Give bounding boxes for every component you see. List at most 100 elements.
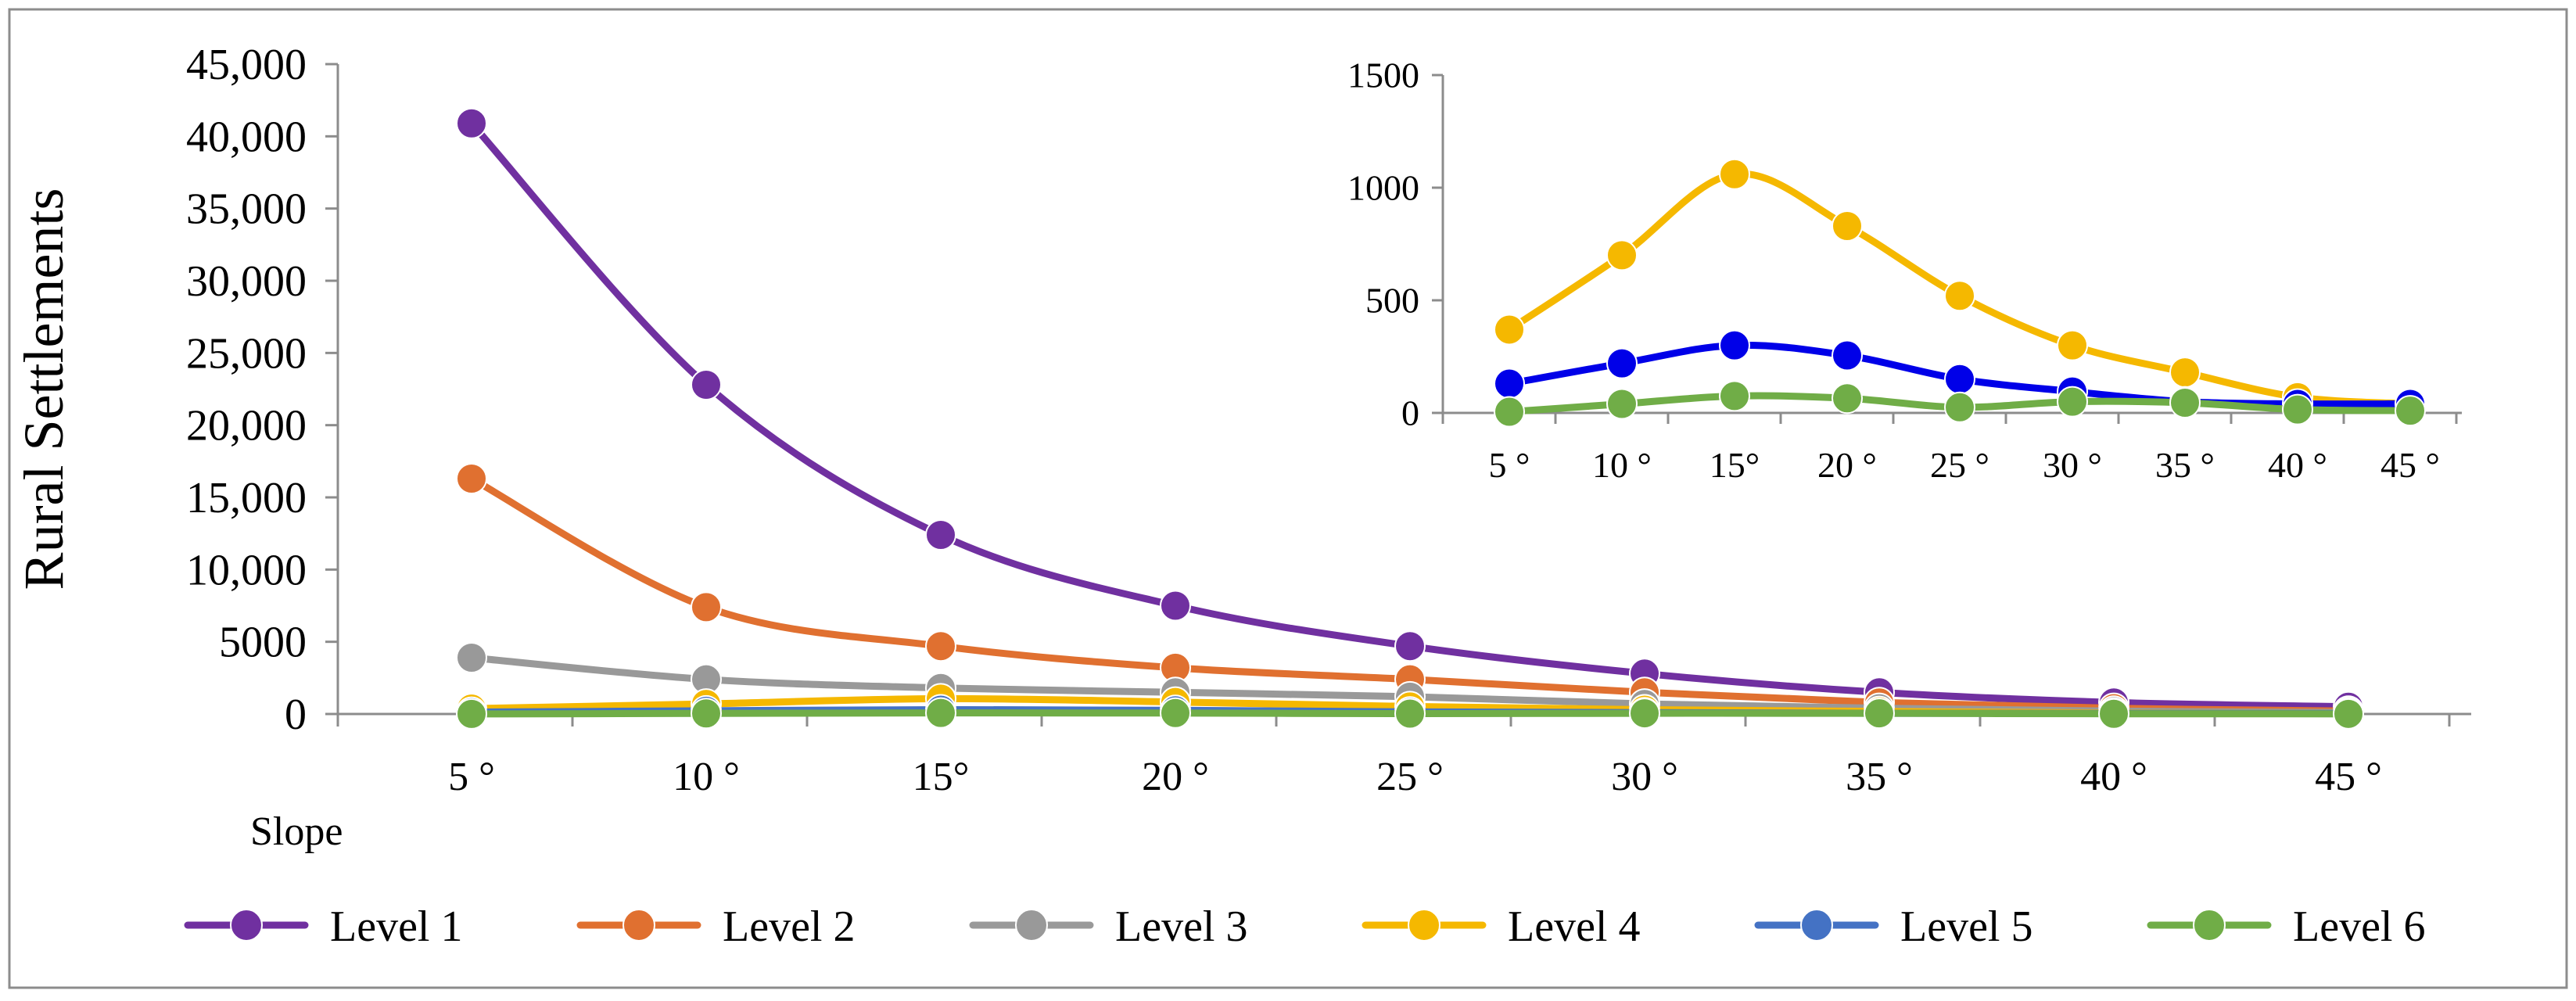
data-point	[1629, 698, 1660, 730]
data-point	[691, 591, 722, 623]
data-point	[691, 368, 722, 400]
legend-swatch-marker	[1408, 909, 1440, 942]
data-point	[1160, 590, 1191, 622]
data-point	[1606, 347, 1638, 379]
x-tick-label: 5 °	[1489, 445, 1530, 485]
x-tick-label: 10 °	[1592, 445, 1652, 485]
y-tick-label: 25,000	[186, 329, 307, 378]
data-point	[1944, 280, 1975, 312]
data-point	[1832, 382, 1863, 414]
data-point	[1864, 698, 1895, 730]
y-tick-label: 0	[285, 691, 307, 739]
chart-border	[8, 8, 2568, 989]
x-tick-label: 5 °	[448, 755, 495, 799]
data-point	[1494, 396, 1525, 428]
y-tick-label: 1500	[1347, 56, 1419, 95]
data-point	[1606, 239, 1638, 271]
data-point	[1494, 368, 1525, 400]
x-tick-label: 40 °	[2080, 755, 2147, 799]
data-point	[2057, 329, 2088, 361]
legend-swatch-marker	[1015, 909, 1048, 942]
y-tick-label: 35,000	[186, 185, 307, 234]
x-tick-label: 35 °	[1846, 755, 1913, 799]
data-point	[456, 641, 487, 673]
data-point	[456, 698, 487, 730]
y-tick-label: 20,000	[186, 402, 307, 450]
x-tick-label: 45 °	[2315, 755, 2382, 799]
y-tick-label: 1000	[1347, 168, 1419, 208]
x-tick-label: 20 °	[1142, 755, 1209, 799]
data-point	[2169, 357, 2201, 389]
y-tick-label: 500	[1365, 281, 1419, 321]
y-tick-label: 15,000	[186, 474, 307, 522]
legend-swatch-marker	[2193, 909, 2226, 942]
series-level-4	[1494, 158, 2426, 420]
y-tick-label: 0	[1401, 393, 1419, 433]
y-tick-label: 10,000	[186, 546, 307, 594]
y-tick-label: 40,000	[186, 113, 307, 161]
data-point	[1394, 630, 1426, 662]
x-tick-label: 30 °	[1611, 755, 1678, 799]
legend-label: Level 6	[2293, 902, 2425, 951]
data-point	[1719, 329, 1750, 361]
x-tick-label: 40 °	[2268, 445, 2327, 485]
data-point	[1944, 391, 1975, 423]
x-tick-label: 30 °	[2043, 445, 2102, 485]
data-point	[1606, 388, 1638, 420]
x-axis-title: Slope	[250, 809, 343, 854]
legend-swatch-marker	[230, 909, 263, 942]
y-axis-title: Rural Settlements	[13, 188, 75, 590]
data-point	[2098, 698, 2129, 730]
x-tick-label: 20 °	[1817, 445, 1877, 485]
data-point	[1719, 380, 1750, 412]
legend-label: Level 2	[723, 902, 855, 951]
series-line	[468, 120, 2352, 711]
series-level-1	[456, 107, 2364, 723]
legend-label: Level 4	[1508, 902, 1640, 951]
data-point	[925, 519, 956, 551]
data-point	[1494, 314, 1525, 346]
series-level-6	[456, 697, 2364, 730]
data-point	[1719, 158, 1750, 190]
y-tick-label: 5000	[219, 619, 307, 667]
data-point	[2169, 387, 2201, 419]
data-point	[456, 107, 487, 139]
legend-label: Level 3	[1115, 902, 1247, 951]
x-tick-label: 45 °	[2380, 445, 2440, 485]
x-tick-label: 25 °	[1376, 755, 1444, 799]
x-tick-label: 25 °	[1930, 445, 1989, 485]
data-point	[691, 698, 722, 730]
inset-chart: 0 500 1000 1500 5 ° 10 ° 15° 20 ° 25 ° 30 ° 35 ° 40…	[1347, 56, 2462, 485]
legend-swatch-marker	[622, 909, 655, 942]
legend-item: Level 2	[576, 902, 855, 951]
legend-item: Level 6	[2147, 902, 2425, 951]
y-tick-label: 30,000	[186, 257, 307, 306]
data-point	[456, 462, 487, 494]
data-point	[2057, 386, 2088, 418]
legend-item: Level 5	[1754, 902, 2032, 951]
legend-label: Level 1	[330, 902, 462, 951]
data-point	[2395, 395, 2426, 427]
data-point	[925, 697, 956, 729]
legend-item: Level 1	[184, 902, 462, 951]
x-tick-label: 15°	[1710, 445, 1760, 485]
data-point	[1160, 697, 1191, 729]
x-tick-label: 35 °	[2155, 445, 2215, 485]
x-tick-label: 15°	[913, 755, 970, 799]
legend-item: Level 4	[1362, 902, 1640, 951]
legend-label: Level 5	[1900, 902, 2032, 951]
legend-item: Level 3	[969, 902, 1247, 951]
legend: Level 1 Level 2 Level 3 Level 4 Level 5 Level…	[184, 902, 2425, 951]
data-point	[2282, 393, 2313, 425]
data-point	[1832, 339, 1863, 371]
data-point	[1394, 698, 1426, 730]
data-point	[1832, 210, 1863, 242]
data-point	[2333, 698, 2364, 730]
legend-swatch-marker	[1800, 909, 1833, 942]
main-chart: 0500010,00015,00020,00025,00030,00035,00…	[13, 41, 2471, 854]
series-level-6	[1494, 380, 2426, 428]
data-point	[1944, 363, 1975, 395]
y-tick-label: 45,000	[186, 41, 307, 89]
